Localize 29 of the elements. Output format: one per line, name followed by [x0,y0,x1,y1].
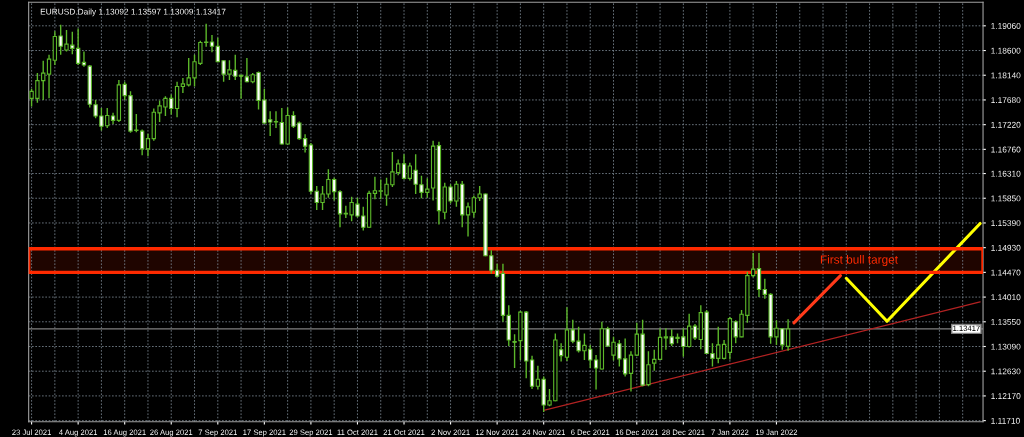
y-tick-label: 1.13090 [991,343,1021,350]
y-tick-label: 1.14930 [991,244,1021,251]
y-tick-label: 1.12630 [991,368,1021,375]
candlestick [628,350,634,393]
candlestick [273,110,279,129]
y-tick-label: 1.17680 [991,97,1021,104]
y-tick-label: 1.15850 [991,195,1021,202]
y-tick-label: 1.19060 [991,23,1021,29]
candlestick [337,189,343,228]
candlestick [46,54,52,100]
candlestick [209,34,215,53]
y-tick-label: 1.14470 [991,269,1021,276]
candlestick [756,252,762,298]
candlestick [145,133,151,158]
y-tick-label: 1.12170 [991,393,1021,400]
candlestick [465,201,471,238]
y-tick-label: 1.16310 [991,170,1021,177]
band-label: First bull target [820,255,898,267]
y-tick-label: 1.14010 [991,294,1021,301]
y-tick-label: 1.11710 [991,417,1020,424]
candlestick [401,153,407,181]
y-tick-label: 1.15390 [991,220,1021,227]
y-tick-label: 1.17220 [991,121,1021,128]
candlestick [512,333,517,369]
y-tick-label: 1.18600 [991,47,1021,54]
y-tick-label: 1.13550 [991,318,1021,325]
y-tick-label: 1.16760 [991,146,1021,153]
text: EURUSD.Daily 1.13092 1.13597 1.13009 1.13417 [40,8,226,17]
y-tick-label: 1.18140 [991,72,1021,79]
